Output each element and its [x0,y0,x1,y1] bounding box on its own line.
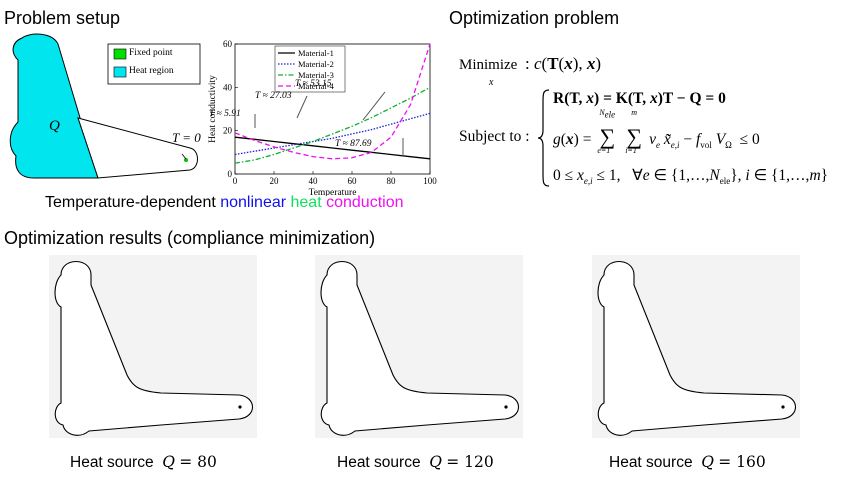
chart-annotation: T ≈ 53.15 [295,79,332,89]
legend-label: Material-4 [298,81,335,91]
legend-label: Material-2 [298,59,334,69]
chart-legend [274,45,346,93]
chart-annotation: T ≈ 5.91 [209,109,241,119]
x-axis-label: Temperature [309,188,357,196]
result-panel-q120 [315,255,523,438]
constraint-residual: R(T, x) = K(T, x)T − Q = 0 [553,90,726,107]
series-line-material-1 [234,136,431,160]
caption-prefix: Heat source [337,454,421,471]
legend-heat-region-label: Heat region [129,66,174,76]
optimization-results-heading: Optimization results (compliance minimiz… [4,228,376,248]
caption-symbol: Q [429,453,442,471]
optimization-problem-heading: Optimization problem [449,8,620,28]
objective-expression: : c(T(x), x) [525,54,602,73]
caption-symbol: Q [162,453,175,471]
result-panel-q160 [592,255,800,438]
result-panel-q80 [49,255,257,438]
caption-value: 160 [736,453,766,471]
domain-arm [77,117,198,179]
conductivity-chart: 0 20 40 60 80 100 0 20 40 60 Temperature Heat condu… [208,39,437,196]
y-axis-label: Heat conductivity [208,75,218,143]
domain-geometry-figure [9,33,201,179]
optimized-structure-q120 [320,261,520,436]
subtitle-part-conduction: conduction [321,194,404,211]
y-tick-label: 20 [223,126,233,136]
x-tick-label: 0 [233,176,238,186]
subtitle-part-heat: heat [286,194,322,211]
fixed-point-marker [184,158,188,162]
constraint-brace [537,89,550,187]
boundary-condition-label: T = 0 [172,130,201,145]
setup-subtitle: Temperature-dependent nonlinear heat con… [45,194,404,212]
y-tick-label: 0 [228,169,233,179]
heat-region-label: Q [49,118,60,134]
heat-region [9,33,99,179]
subtitle-part-nonlinear: nonlinear [220,194,287,211]
y-tick-label: 40 [223,82,233,92]
chart-annotation: T ≈ 27.03 [255,91,292,101]
series-line-material-3 [234,86,431,164]
x-tick-label: 20 [270,176,280,186]
caption-prefix: Heat source [609,454,693,471]
caption-value: 80 [197,453,217,471]
legend-fixed-point-label: Fixed point [129,48,173,58]
x-tick-label: 100 [423,176,437,186]
caption-q80: Heat source Q = 80 [70,453,217,471]
series-line-material-2 [234,112,431,156]
legend-label: Material-1 [298,48,334,58]
chart-annotation: T ≈ 87.69 [335,139,372,149]
constraint-bounds: 0 ≤ xe,i ≤ 1, ∀e ∈ {1,…,Nele}, i ∈ {1,…,… [553,167,829,187]
subject-to-label: Subject to : [459,128,530,145]
annotation-arrow [296,95,308,119]
optimized-structure-q80 [54,261,254,436]
objective-label: Minimize [459,57,517,74]
subtitle-part: Temperature-dependent [45,194,221,211]
series-line-material-4 [234,43,431,160]
caption-prefix: Heat source [70,454,154,471]
problem-setup-heading: Problem setup [4,8,121,28]
x-tick-label: 80 [387,176,397,186]
annotation-arrow [362,91,386,121]
objective-variable: x [489,77,494,88]
x-tick-label: 40 [309,176,319,186]
constraint-volume: g(x) = Nele ∑ e=1 m ∑ i=1 ve x̃̃e,i − fvol V… [553,108,760,155]
minimize-text: Minimize [459,57,518,73]
caption-value: 120 [464,453,494,471]
caption-q160: Heat source Q = 160 [609,453,766,471]
legend-label: Material-3 [298,70,334,80]
caption-symbol: Q [701,453,714,471]
y-tick-label: 60 [223,39,233,49]
caption-q120: Heat source Q = 120 [337,453,494,471]
optimized-structure-q160 [597,261,797,436]
x-tick-label: 60 [348,176,358,186]
